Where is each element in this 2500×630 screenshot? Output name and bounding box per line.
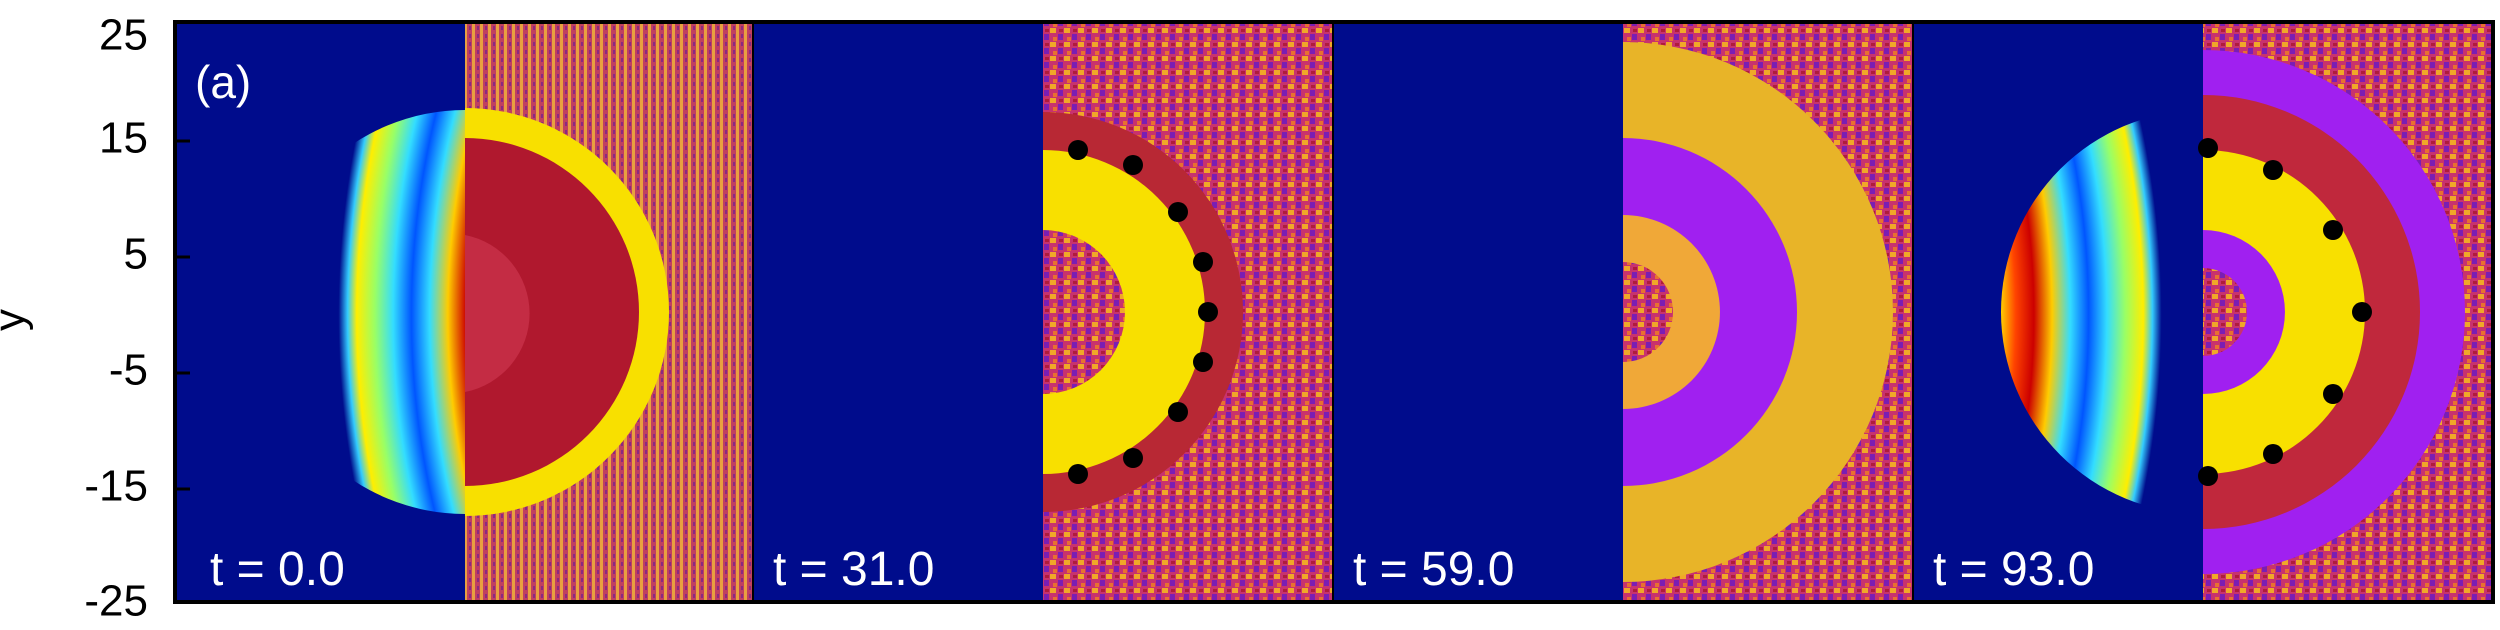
time-label: t = 0.0	[210, 543, 345, 596]
ytick-label: 5	[124, 230, 148, 279]
vortex-cores	[2198, 138, 2372, 486]
phase-core	[1623, 262, 1673, 362]
y-axis-label: y	[0, 309, 34, 331]
vortex	[1193, 352, 1213, 372]
panel-2: t = 31.0	[753, 22, 1333, 602]
ytick-label: -5	[109, 346, 148, 395]
vortex	[2323, 384, 2343, 404]
vortex	[1168, 402, 1188, 422]
vortex-cores	[1068, 140, 1218, 484]
phase-core	[465, 235, 530, 392]
y-axis: 25 15 5 -5 -15 -25 y	[0, 11, 148, 626]
density-ring	[1421, 110, 1623, 514]
panel-4: t = 93.0	[1913, 22, 2493, 602]
panel-label: (a)	[195, 56, 251, 108]
vortex	[2352, 302, 2372, 322]
panel-1: t = 0.0 (a)	[175, 22, 753, 602]
vortex	[2263, 160, 2283, 180]
ytick-label: 15	[99, 114, 148, 163]
density-ring	[263, 110, 465, 514]
time-label: t = 59.0	[1353, 543, 1514, 596]
vortex	[2263, 444, 2283, 464]
vortex	[1068, 140, 1088, 160]
vortex	[2198, 466, 2218, 486]
ytick-label: -25	[84, 577, 148, 626]
vortex	[2323, 220, 2343, 240]
ytick-label: 25	[99, 11, 148, 60]
vortex	[1068, 464, 1088, 484]
vortex	[1168, 202, 1188, 222]
phase-inner-disk	[465, 138, 639, 486]
panel-3: t = 59.0	[1333, 22, 1913, 602]
vortex	[1198, 302, 1218, 322]
time-label: t = 93.0	[1933, 543, 2094, 596]
vortex	[2198, 138, 2218, 158]
vortex	[1123, 155, 1143, 175]
y-ticks	[175, 139, 190, 491]
density-ring	[2001, 110, 2203, 514]
ytick-label: -15	[84, 462, 148, 511]
phase-core	[2203, 268, 2247, 356]
phase-core	[1043, 230, 1125, 394]
time-label: t = 31.0	[773, 543, 934, 596]
density-ring	[841, 110, 1043, 514]
vortex	[1193, 252, 1213, 272]
vortex	[1123, 448, 1143, 468]
